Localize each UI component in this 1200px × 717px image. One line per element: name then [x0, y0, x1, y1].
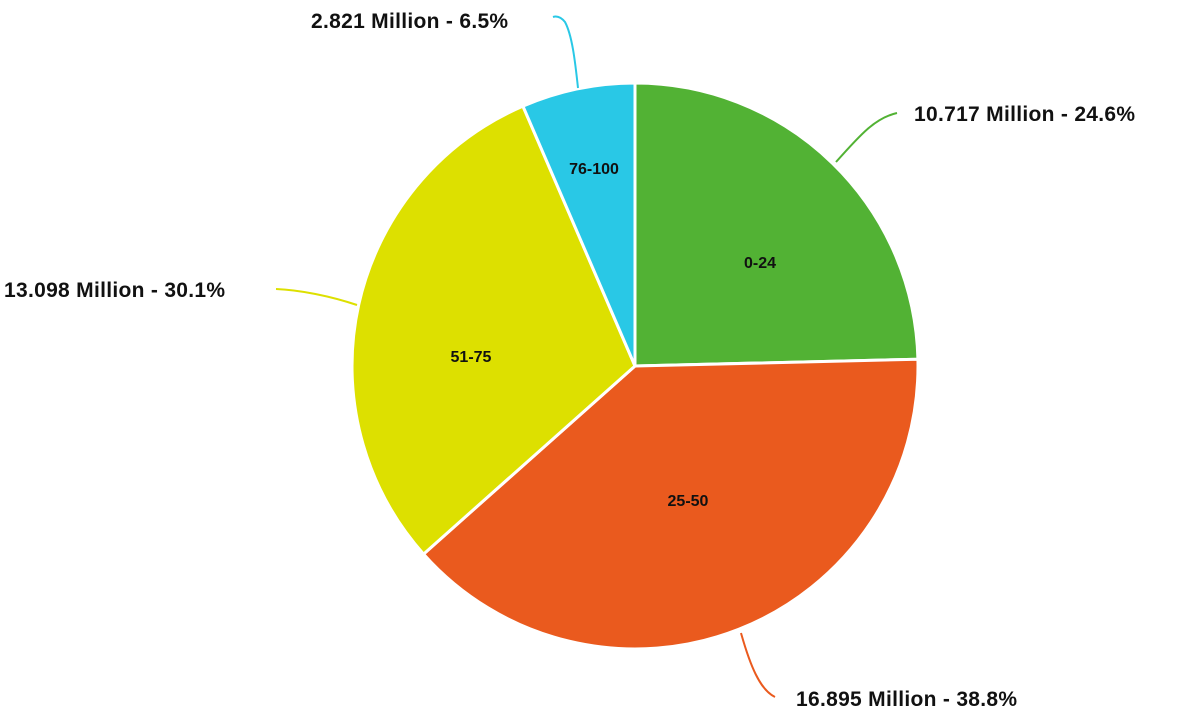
pie-slice-0-24	[633, 81, 920, 368]
slice-label-51-75: 51-75	[451, 349, 492, 366]
callout-label-25-50: 16.895 Million - 38.8%	[796, 688, 1017, 711]
pie-slice-25-50	[422, 357, 920, 651]
callout-label-51-75: 13.098 Million - 30.1%	[4, 279, 225, 302]
pie-slice-76-100	[521, 81, 637, 368]
pie-slice-51-75	[350, 104, 637, 556]
leader-line-25-50	[740, 632, 776, 698]
callout-label-0-24: 10.717 Million - 24.6%	[914, 103, 1135, 126]
slice-label-76-100: 76-100	[569, 161, 619, 178]
slice-label-25-50: 25-50	[668, 493, 709, 510]
leader-line-0-24	[835, 112, 898, 163]
leader-line-76-100	[552, 15, 579, 89]
leader-line-51-75	[275, 288, 358, 306]
slice-label-0-24: 0-24	[744, 255, 776, 272]
pie-slices	[350, 81, 920, 651]
callout-label-76-100: 2.821 Million - 6.5%	[311, 10, 508, 33]
